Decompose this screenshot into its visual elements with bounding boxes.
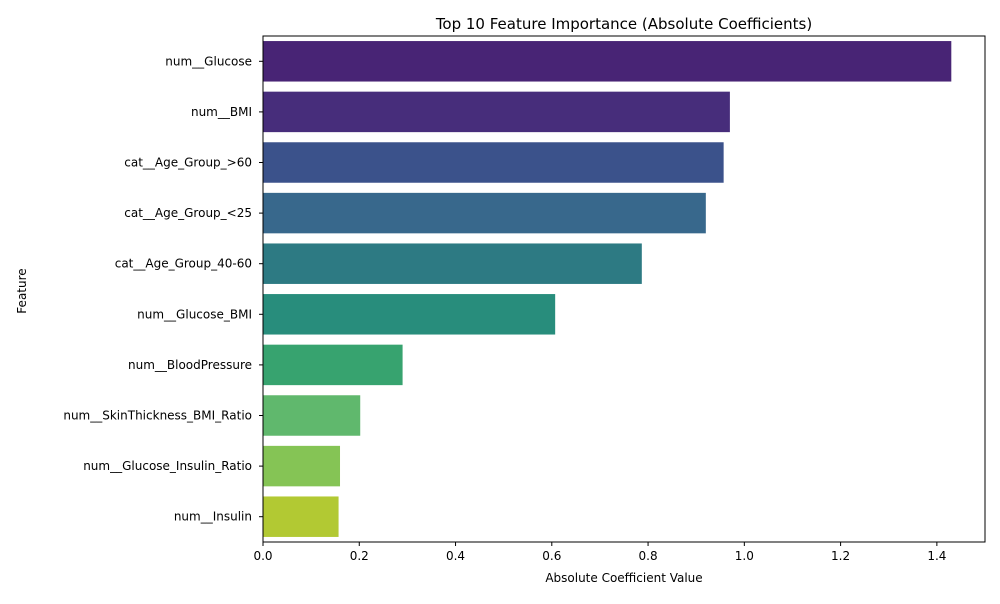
bar-3 <box>263 192 706 234</box>
y-axis-label: Feature <box>15 268 29 313</box>
y-tick-label: num__BloodPressure <box>128 358 252 372</box>
x-axis-label: Absolute Coefficient Value <box>545 571 702 585</box>
y-tick-label: cat__Age_Group_>60 <box>124 156 252 170</box>
bar-7 <box>263 395 361 436</box>
plot-area: num__Glucose num__BMI cat__Age_Group_>60ca… <box>63 35 986 563</box>
y-tick-label: num__Glucose_Insulin_Ratio <box>83 459 252 473</box>
x-tick-label: 0.0 <box>253 549 272 563</box>
bar-4 <box>263 243 642 284</box>
chart-title: Top 10 Feature Importance (Absolute Coef… <box>435 15 812 33</box>
bar-1 <box>263 91 730 133</box>
y-tick-label: cat__Age_Group_<25 <box>124 206 252 220</box>
x-tick-label: 1.4 <box>927 549 946 563</box>
bar-8 <box>263 445 341 487</box>
x-tick-label: 1.2 <box>831 549 850 563</box>
x-tick-label: 0.2 <box>350 549 369 563</box>
bar-2 <box>263 142 724 183</box>
y-tick-label: cat__Age_Group_40-60 <box>115 257 252 271</box>
bar-9 <box>263 496 339 537</box>
y-tick-label: num__Insulin <box>174 510 252 524</box>
x-tick-label: 0.4 <box>446 549 465 563</box>
x-tick-label: 1.0 <box>735 549 754 563</box>
bar-5 <box>263 294 556 335</box>
bar-6 <box>263 344 403 386</box>
bar-0 <box>263 41 952 82</box>
y-tick-label: num__Glucose <box>165 54 252 68</box>
x-tick-label: 0.8 <box>639 549 658 563</box>
axes-frame <box>262 35 986 543</box>
y-tick-label: num__SkinThickness_BMI_Ratio <box>63 409 252 423</box>
y-tick-label: num__BMI <box>191 105 252 119</box>
y-tick-label: num__Glucose_BMI <box>137 307 252 321</box>
x-tick-label: 0.6 <box>542 549 561 563</box>
